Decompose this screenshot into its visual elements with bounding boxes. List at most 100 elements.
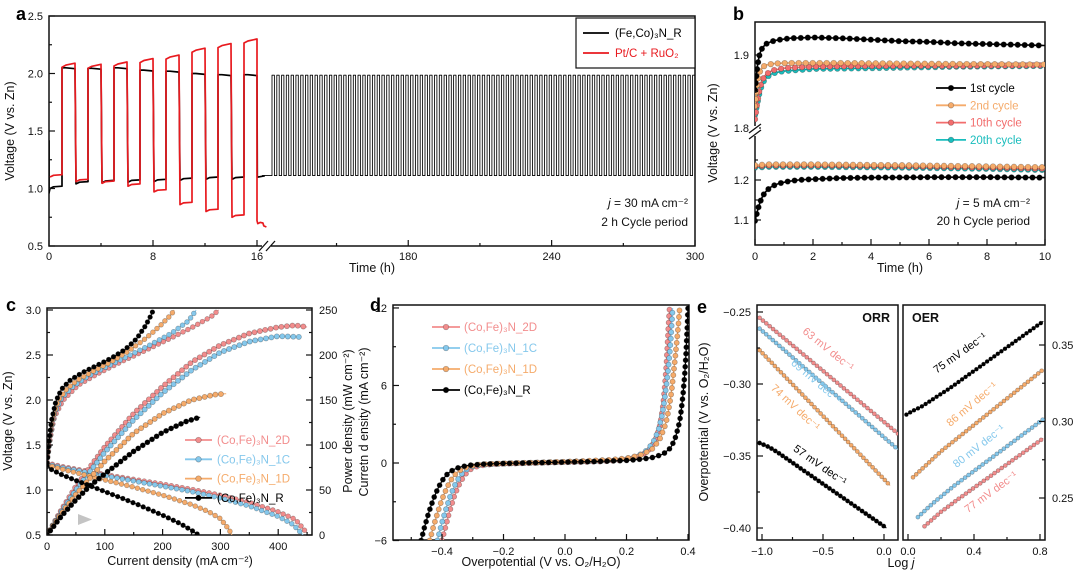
x-tick-label: 100	[96, 541, 114, 553]
gray-arrow-marker	[78, 514, 92, 525]
x-tick-label: 0	[44, 541, 50, 553]
y-tick-label: 1.0	[28, 184, 43, 196]
legend-marker	[195, 494, 202, 502]
y-tick-label: 6	[381, 380, 387, 392]
x-tick-label: 240	[542, 251, 560, 263]
x-axis-title: Log j	[887, 556, 915, 570]
x-tick-label: 2	[810, 251, 816, 263]
y2-tick-label: 100	[319, 440, 337, 452]
current-density-annotation: j = 30 mA cm⁻²	[606, 196, 688, 210]
y-tick-label: 12	[375, 303, 387, 315]
x-tick-label: 0.4	[680, 546, 695, 558]
y-tick-label: 2.0	[26, 395, 41, 407]
x-tick-label: 200	[153, 541, 171, 553]
x-tick-label: 180	[399, 251, 417, 263]
legend-marker	[195, 475, 202, 482]
panel-e-chart: 63 mV dec⁻¹69 mV dec⁻¹74 mV dec⁻¹57 mV d…	[697, 304, 1073, 570]
y-tick-label: −0.35	[723, 451, 751, 463]
legend-label: (Co,Fe)₃N_2D	[464, 322, 537, 334]
y-tick-label: 3.0	[26, 305, 41, 317]
x-axis-title: Current density (mA cm⁻²)	[107, 554, 253, 568]
legend-marker	[442, 365, 450, 373]
legend-marker	[442, 323, 450, 331]
subpanel-title-orr: ORR	[862, 311, 890, 325]
y-tick-label: 2.5	[26, 350, 41, 362]
current-density-annotation: j = 5 mA cm⁻²	[955, 196, 1030, 210]
legend-label: (Co,Fe)₃N_1D	[217, 474, 290, 486]
y2-tick-label: 0.35	[1052, 340, 1073, 352]
x-tick-label: 300	[211, 541, 229, 553]
cycle-period-annotation: 20 h Cycle period	[937, 214, 1030, 228]
panel-label-b: b	[733, 4, 744, 24]
x-tick-label: 0.0	[557, 546, 572, 558]
legend-marker	[947, 102, 955, 109]
panel-b-chart: 1.9 1.8 1.2 1.1 0 2 4 6 8 10 1st cycle 2nd cycle 10t…	[706, 21, 1051, 275]
y-tick-label: 1.9	[734, 50, 749, 62]
cycle-period-annotation: 2 h Cycle period	[601, 215, 688, 229]
y-tick-label: 1.8	[734, 123, 749, 135]
y-tick-label: 0.5	[26, 530, 41, 542]
y-axis-title: Voltage (V vs. Zn)	[706, 83, 720, 182]
panel-c-chart: 0.5 1.0 1.5 2.0 2.5 3.0 0 50 100 150 200 250 0 100 200…	[1, 305, 355, 568]
legend-label: Pt/C + RuO₂	[615, 48, 679, 60]
legend-marker	[442, 386, 450, 394]
y-tick-label: −0.30	[723, 379, 751, 391]
x-axis-break	[262, 243, 271, 249]
tafel-slope-label: 75 mV dec⁻¹	[931, 331, 989, 377]
y-tick-label: 1.1	[734, 215, 749, 227]
y2-tick-label: 200	[319, 350, 337, 362]
x-tick-label: 300	[686, 251, 704, 263]
x-axis-title: Overpotential (V vs. O₂/H₂O)	[461, 555, 620, 569]
x-tick-label: 0.0	[900, 546, 915, 558]
legend-box	[575, 17, 696, 69]
x-tick-label: 8	[150, 251, 156, 263]
x-tick-label: −0.5	[812, 546, 834, 558]
legend-marker	[947, 136, 955, 144]
x-tick-label: 0.2	[619, 546, 634, 558]
tafel-slope-label: 80 mV dec⁻¹	[951, 423, 1008, 471]
y-tick-label: 1.2	[734, 175, 749, 187]
x-tick-label: −0.4	[431, 546, 453, 558]
y-tick-label: 0.5	[28, 241, 43, 253]
legend-label: (Fe,Co)₃N_R	[615, 28, 682, 40]
y-axis-title: Voltage (V vs. Zn)	[1, 371, 15, 470]
y-tick-label: 1.5	[26, 440, 41, 452]
legend-label: (Co,Fe)₃N_2D	[217, 435, 290, 447]
y2-axis-title: Power density (mW cm⁻²)	[341, 349, 355, 492]
panel-label-d: d	[370, 295, 381, 315]
y-tick-label: 0	[381, 458, 387, 470]
legend-label: (Co,Fe)₃N_R	[217, 493, 284, 505]
panel-label-e: e	[697, 297, 708, 317]
x-tick-label: 4	[868, 251, 874, 263]
y2-tick-label: 0.25	[1052, 493, 1073, 505]
y-axis-title: Voltage (V vs. Zn)	[3, 81, 17, 180]
x-tick-label: 6	[926, 251, 932, 263]
y2-tick-label: 0	[319, 530, 325, 542]
y-tick-label: −0.40	[723, 523, 751, 535]
x-axis-title: Time (h)	[877, 261, 923, 275]
y-axis-title: Curretn d ensity (mA cm⁻²)	[357, 348, 371, 497]
legend-label: 2nd cycle	[970, 100, 1019, 112]
x-tick-label: 400	[269, 541, 287, 553]
x-tick-label: −0.2	[493, 546, 515, 558]
y2-tick-label: 50	[319, 485, 331, 497]
x-tick-label: 0	[46, 251, 52, 263]
panel-label-a: a	[16, 4, 27, 24]
y2-tick-label: 150	[319, 395, 337, 407]
y2-tick-label: 0.30	[1052, 417, 1073, 429]
panel-d-chart: −6 0 6 12 −0.4 −0.2 0.0 0.2 0.4 (Co,Fe)₃N_2D (Co,F…	[357, 303, 696, 569]
legend-label: (Co,Fe)₃N_1C	[464, 343, 537, 355]
legend-marker	[195, 436, 202, 444]
subpanel-title-oer: OER	[912, 311, 939, 325]
x-tick-label: 0.0	[876, 546, 891, 558]
y-tick-label: 2.5	[28, 11, 43, 23]
y-tick-label: −0.25	[723, 307, 751, 319]
y-tick-label: 1.0	[26, 485, 41, 497]
legend-marker	[947, 119, 955, 126]
panel-a-chart: 0.5 1.0 1.5 2.0 2.5 0 8 16 180 240 300 (Fe,Co)₃N_R P…	[3, 11, 704, 275]
legend-label: 1st cycle	[970, 83, 1015, 95]
legend-marker	[195, 456, 202, 463]
panel-label-c: c	[6, 295, 17, 315]
